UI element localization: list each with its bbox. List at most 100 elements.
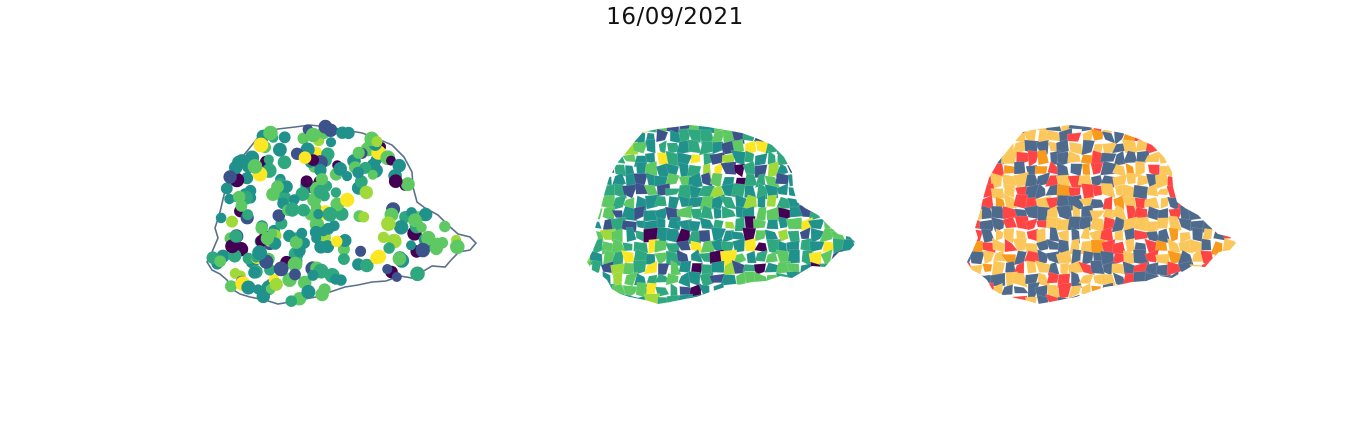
municipality-region	[857, 142, 868, 155]
municipality-region	[1168, 227, 1179, 243]
municipality-region	[800, 282, 814, 296]
city-point	[352, 146, 365, 159]
municipality-region	[1089, 306, 1104, 316]
municipality-region	[818, 150, 833, 164]
city-point	[278, 131, 291, 144]
municipality-region	[980, 140, 994, 155]
municipality-region	[775, 295, 791, 304]
municipality-region	[690, 248, 704, 264]
municipality-region	[967, 194, 972, 211]
city-point	[406, 240, 416, 251]
municipality-region	[967, 271, 970, 286]
municipality-region	[622, 129, 638, 144]
municipality-region	[658, 140, 667, 155]
city-point	[269, 277, 283, 291]
municipality-region	[1013, 161, 1026, 175]
municipality-region	[654, 240, 668, 253]
municipality-region	[1226, 294, 1236, 304]
municipality-region	[755, 125, 769, 131]
city-point	[297, 203, 310, 217]
municipality-region	[643, 260, 658, 275]
municipality-region	[830, 282, 846, 299]
city-point	[325, 137, 337, 148]
municipality-region	[833, 205, 846, 221]
municipality-region	[1078, 261, 1095, 276]
municipality-region	[765, 294, 781, 304]
municipality-region	[766, 219, 779, 230]
city-point	[359, 185, 373, 200]
municipality-region	[602, 271, 611, 289]
municipality-region	[1145, 131, 1161, 145]
municipality-region	[1233, 130, 1236, 146]
municipality-region	[787, 173, 803, 187]
map-panel-choropleth-categorical	[967, 125, 1248, 320]
municipality-region	[1081, 139, 1095, 156]
municipality-region	[587, 141, 594, 154]
municipality-region	[611, 130, 626, 144]
municipality-region	[1191, 150, 1204, 168]
municipality-region	[598, 176, 612, 186]
municipality-region	[1147, 282, 1161, 298]
municipality-region	[1047, 262, 1060, 276]
municipality-region	[992, 125, 1007, 130]
municipality-region	[810, 153, 823, 168]
municipality-region	[632, 125, 649, 134]
municipality-region	[1101, 307, 1116, 320]
municipality-region	[853, 305, 869, 319]
municipality-region	[855, 238, 856, 254]
municipality-region	[993, 307, 1007, 317]
municipality-region	[587, 173, 605, 190]
municipality-region	[841, 173, 856, 187]
municipality-region	[611, 296, 623, 304]
municipality-region	[1101, 294, 1115, 304]
city-point	[224, 193, 235, 205]
municipality-region	[1191, 274, 1204, 288]
municipality-region	[1133, 128, 1146, 142]
municipality-region	[633, 205, 646, 221]
municipality-region	[1160, 197, 1170, 209]
municipality-region	[1191, 285, 1203, 300]
municipality-region	[1210, 219, 1225, 231]
municipality-region	[611, 152, 626, 164]
municipality-region	[1210, 196, 1226, 206]
municipality-region	[621, 250, 635, 264]
municipality-region	[1200, 143, 1212, 156]
municipality-region	[764, 262, 779, 273]
municipality-region	[1201, 260, 1213, 276]
city-point	[330, 187, 342, 198]
municipality-region	[1199, 305, 1213, 320]
municipality-region	[1114, 229, 1124, 241]
municipality-region	[1001, 296, 1018, 304]
municipality-region	[967, 128, 974, 144]
municipality-region	[1220, 263, 1236, 277]
municipality-region	[785, 271, 800, 287]
municipality-region	[676, 218, 692, 233]
municipality-region	[797, 295, 812, 304]
municipality-region	[589, 208, 603, 220]
municipality-region	[1000, 284, 1013, 296]
municipality-region	[1115, 306, 1127, 320]
municipality-region	[587, 152, 595, 166]
municipality-region	[1235, 308, 1248, 318]
municipality-region	[1068, 285, 1083, 299]
municipality-region	[690, 153, 701, 164]
municipality-region	[1202, 184, 1215, 195]
municipality-region	[752, 218, 767, 229]
municipality-region	[1179, 308, 1190, 319]
municipality-region	[1181, 125, 1192, 134]
municipality-region	[1234, 275, 1236, 285]
municipality-region	[842, 262, 856, 275]
city-point	[280, 180, 293, 193]
municipality-region	[763, 129, 778, 142]
municipality-region	[969, 264, 983, 277]
municipality-region	[1191, 309, 1203, 317]
municipality-region	[1026, 305, 1039, 319]
municipality-region	[622, 306, 635, 316]
municipality-region	[1125, 172, 1136, 185]
municipality-region	[1057, 229, 1069, 244]
municipality-region	[820, 176, 836, 188]
city-point	[439, 220, 451, 233]
municipality-region	[622, 242, 633, 252]
municipality-region	[1046, 129, 1061, 142]
municipality-region	[790, 141, 799, 156]
